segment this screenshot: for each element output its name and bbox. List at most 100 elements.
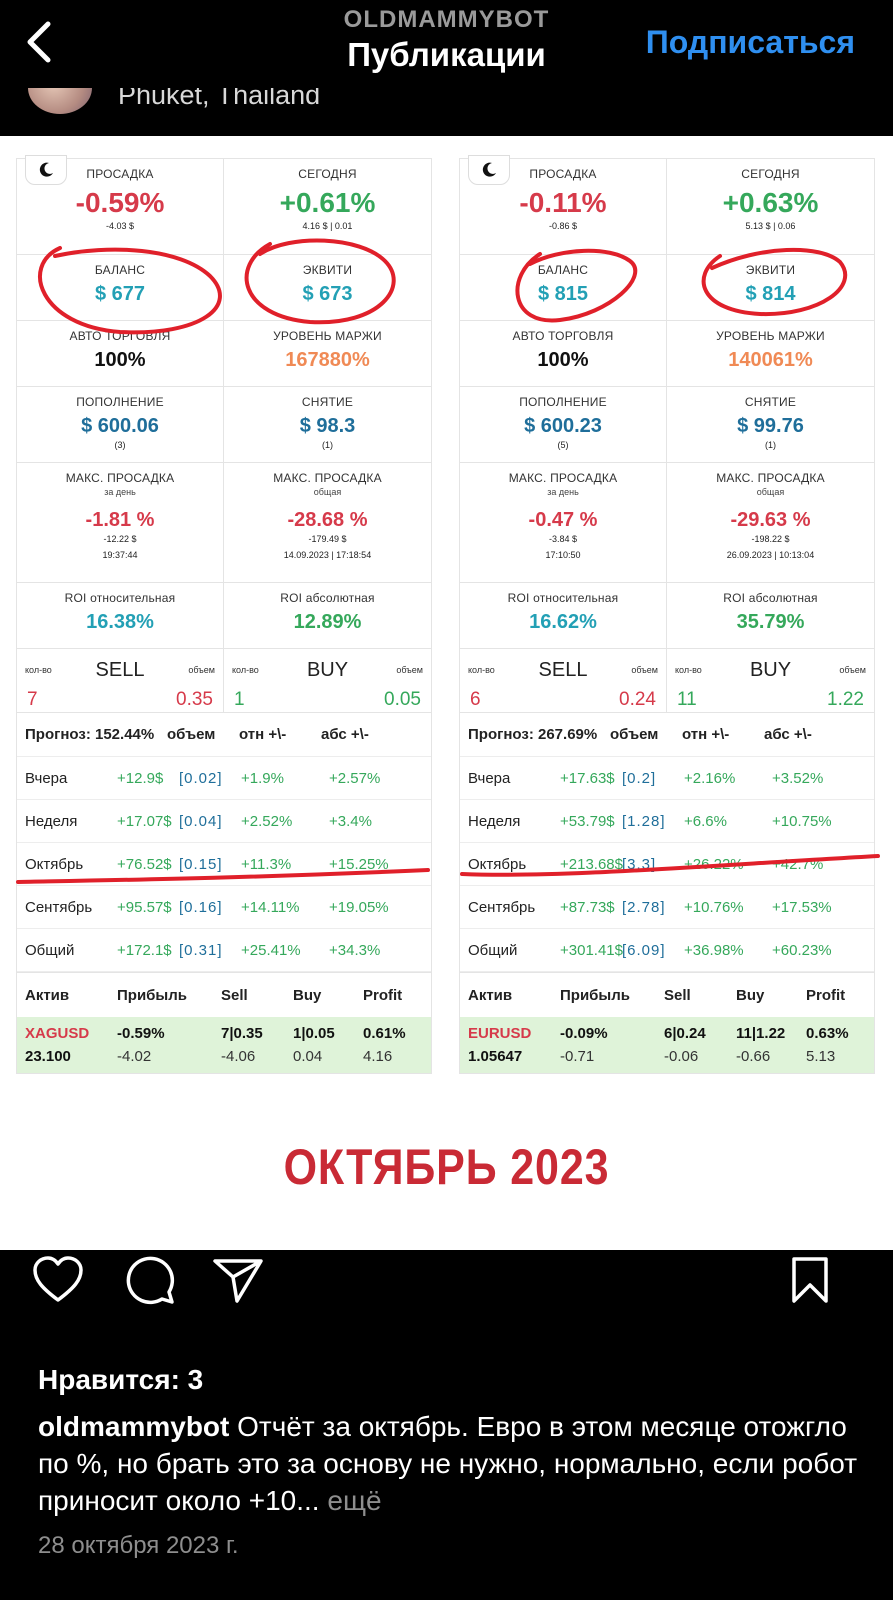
max-drawdown-total-label: МАКС. ПРОСАДКА [273,471,382,485]
avatar[interactable] [28,88,92,114]
row-value: +76.52$ [117,855,172,873]
today-sub: 5.13 $ | 0.06 [745,221,796,231]
row-name: Октябрь [468,855,527,873]
more-link[interactable]: ещё [319,1485,382,1516]
buy-volume-label: объем [839,665,866,675]
max-drawdown-day-time: 19:37:44 [102,550,138,560]
today-label: СЕГОДНЯ [298,167,357,181]
max-drawdown-day-amount: -12.22 $ [103,534,137,544]
asset-table-header: Актив Прибыль Sell Buy Profit [17,973,431,1017]
send-icon [213,1259,263,1303]
max-drawdown-day-cell: МАКС. ПРОСАДКА за день -1.81 % -12.22 $ … [17,463,224,583]
drawdown-value: -0.59% [75,187,165,218]
max-drawdown-total-sub: общая [756,487,785,497]
row-absolute: +19.05% [329,898,389,916]
row-value: +12.9$ [117,769,164,787]
col-volume: объем [167,726,216,743]
post-image[interactable]: ПРОСАДКА -0.59% -4.03 $ СЕГОДНЯ +0.61% 4… [0,136,893,1250]
save-button[interactable] [780,1250,840,1310]
sell-block: кол-во SELL объем 7 0.35 [17,649,224,712]
roi-absolute-value: 12.89% [293,611,362,633]
max-drawdown-day-label: МАКС. ПРОСАДКА [65,471,175,485]
back-button[interactable] [14,14,64,70]
table-row: Октябрь +213.68$ [3.3] +26.22% +42.7% [460,843,874,886]
comment-button[interactable] [120,1250,180,1310]
max-drawdown-day-label: МАКС. ПРОСАДКА [508,471,618,485]
asset-col-asset: Актив [25,986,70,1004]
row-volume: [0.15] [179,855,223,873]
today-cell: СЕГОДНЯ +0.63% 5.13 $ | 0.06 [667,159,874,255]
margin-level-label: УРОВЕНЬ МАРЖИ [273,329,382,343]
sell-volume: 0.24 [619,689,656,710]
row-name: Неделя [25,812,78,830]
share-button[interactable] [208,1250,268,1310]
sell-volume-label: объем [631,665,658,675]
deposit-value: $ 600.23 [524,415,602,437]
row-volume: [0.31] [179,941,223,959]
buy-count: 1 [234,689,245,710]
stats-grid: ПРОСАДКА -0.11% -0.86 $ СЕГОДНЯ +0.63% 5… [460,159,874,649]
roi-relative-label: ROI относительная [507,591,619,605]
asset-buy: 1|0.05 [293,1025,335,1042]
row-volume: [6.09] [622,941,666,959]
post-location[interactable]: Phuket, Thailand [118,88,321,110]
auto-trading-cell: АВТО ТОРГОВЛЯ 100% [460,321,667,387]
deposit-count: (3) [114,440,126,450]
row-value: +17.63$ [560,769,615,787]
row-value: +53.79$ [560,812,615,830]
roi-relative-value: 16.62% [529,611,597,633]
sell-label: SELL [538,659,588,681]
row-name: Сентябрь [25,898,93,916]
account-panel-right: ПРОСАДКА -0.11% -0.86 $ СЕГОДНЯ +0.63% 5… [459,155,875,1074]
row-absolute: +2.57% [329,769,381,787]
today-sub: 4.16 $ | 0.01 [302,221,353,231]
follow-button[interactable]: Подписаться [645,24,855,60]
drawdown-label: ПРОСАДКА [86,167,154,181]
asset-row: EURUSD -0.09% 6|0.24 11|1.22 0.63% 1.056… [460,1017,874,1073]
row-absolute: +10.75% [772,812,832,830]
row-volume: [1.28] [622,812,666,830]
roi-absolute-cell: ROI абсолютная 35.79% [667,583,874,649]
asset-col-buy: Buy [293,986,322,1004]
deposit-value: $ 600.06 [81,415,159,437]
asset-profit-pct: -0.09% [560,1025,608,1042]
row-relative: +1.9% [241,769,284,787]
deposit-label: ПОПОЛНЕНИЕ [76,395,164,409]
asset-price: 23.100 [25,1048,71,1065]
max-drawdown-total-amount: -198.22 $ [751,534,790,544]
forecast-header: Прогноз: 267.69% объем отн +\- абс +\- [460,713,874,757]
asset-col-total: Profit [806,986,846,1004]
header-username[interactable]: OLDMAMMYBOT [343,6,550,33]
row-value: +87.73$ [560,898,615,916]
stats-grid: ПРОСАДКА -0.59% -4.03 $ СЕГОДНЯ +0.61% 4… [17,159,431,649]
buy-block: кол-во BUY объем 11 1.22 [667,649,874,712]
sell-count: 6 [470,689,481,710]
equity-label: ЭКВИТИ [302,263,353,277]
table-row: Вчера +17.63$ [0.2] +2.16% +3.52% [460,757,874,800]
row-relative: +6.6% [684,812,727,830]
withdraw-value: $ 99.76 [737,415,804,437]
row-name: Вчера [25,769,68,787]
asset-profit-amount: -0.71 [560,1048,595,1065]
max-drawdown-day-amount: -3.84 $ [548,534,578,544]
max-drawdown-day-time: 17:10:50 [545,550,581,560]
asset-profit-pct: -0.59% [117,1025,165,1042]
max-drawdown-total-sub: общая [313,487,342,497]
caption-username[interactable]: oldmammybot [38,1411,230,1442]
asset-symbol: XAGUSD [25,1025,90,1042]
asset-col-profit: Прибыль [117,986,187,1004]
max-drawdown-total-cell: МАКС. ПРОСАДКА общая -29.63 % -198.22 $ … [667,463,874,583]
col-absolute: абс +\- [764,726,812,743]
row-volume: [0.16] [179,898,223,916]
buy-count-label: кол-во [675,665,702,675]
theme-toggle [468,155,510,185]
like-button[interactable] [28,1250,88,1310]
comment-icon [126,1256,175,1305]
drawdown-cell: ПРОСАДКА -0.11% -0.86 $ [460,159,667,255]
margin-level-value: 140061% [728,349,813,371]
max-drawdown-total-label: МАКС. ПРОСАДКА [716,471,825,485]
row-value: +172.1$ [117,941,172,959]
roi-absolute-value: 35.79% [736,611,805,633]
deposit-cell: ПОПОЛНЕНИЕ $ 600.06 (3) [17,387,224,463]
likes-count[interactable]: Нравится: 3 [38,1364,204,1395]
